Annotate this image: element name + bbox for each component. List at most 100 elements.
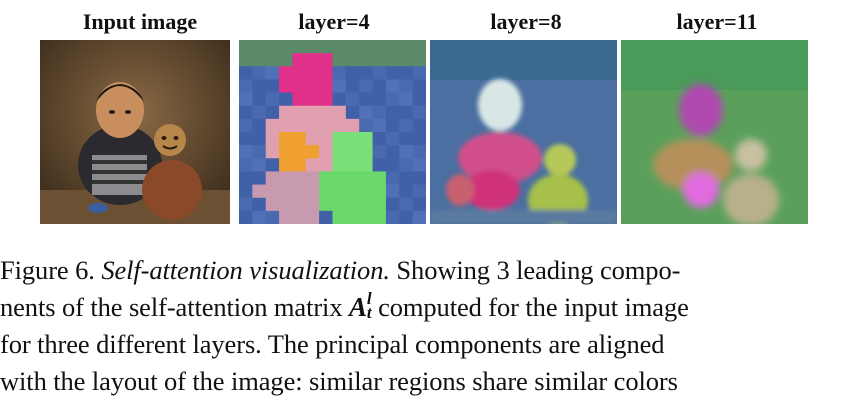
attention-patch xyxy=(239,145,253,159)
attention-patch xyxy=(385,118,400,133)
attention-patch xyxy=(252,40,267,54)
attention-patch xyxy=(265,118,280,133)
attention-patch xyxy=(372,184,387,199)
attention-patch xyxy=(305,158,320,172)
attention-patch xyxy=(372,197,387,212)
attention-patch xyxy=(385,66,400,80)
attention-patch xyxy=(252,79,267,94)
attention-patch xyxy=(292,79,307,94)
attention-patch xyxy=(332,145,347,159)
attention-patch xyxy=(305,92,320,107)
attention-patch xyxy=(399,53,414,67)
attention-patch xyxy=(265,171,280,186)
attention-patch xyxy=(292,92,307,107)
input-image xyxy=(40,40,230,224)
attention-patch xyxy=(399,132,414,146)
title-layer-4: layer=4 xyxy=(298,9,370,34)
attention-patch xyxy=(305,210,320,224)
attention-patch xyxy=(412,184,426,199)
attention-patch xyxy=(319,132,333,146)
attention-patch xyxy=(412,40,426,54)
attention-patch xyxy=(279,53,293,67)
attention-patch xyxy=(319,158,333,172)
attention-patch xyxy=(239,66,253,80)
attention-patch xyxy=(319,40,333,54)
attention-patch xyxy=(252,66,267,80)
attention-patch xyxy=(385,105,400,120)
attention-patch xyxy=(399,66,414,80)
attention-patch xyxy=(412,92,426,107)
attention-patch xyxy=(292,184,307,199)
attention-patch xyxy=(252,53,267,67)
attention-patch xyxy=(292,118,307,133)
attention-patch xyxy=(385,92,400,107)
attention-patch xyxy=(279,197,293,212)
attention-patch xyxy=(332,79,347,94)
attention-patch xyxy=(239,118,253,133)
attention-patch xyxy=(372,92,387,107)
attention-patch xyxy=(412,171,426,186)
attention-patch xyxy=(399,105,414,120)
attention-patch xyxy=(319,171,333,186)
caption-line-1: Figure 6. Self-attention visualization. … xyxy=(0,252,855,289)
attention-patch xyxy=(292,53,307,67)
attention-patch xyxy=(372,158,387,172)
attention-patch xyxy=(279,158,293,172)
attention-patch xyxy=(265,132,280,146)
attention-patch xyxy=(319,184,333,199)
attention-patch xyxy=(332,197,347,212)
attention-patch xyxy=(385,171,400,186)
attention-patch xyxy=(332,132,347,146)
attention-patch xyxy=(372,66,387,80)
attention-patch xyxy=(359,118,374,133)
attention-patch xyxy=(345,53,360,67)
attention-patch xyxy=(332,210,347,224)
attention-patch xyxy=(399,158,414,172)
attention-patch xyxy=(359,210,374,224)
attention-patch xyxy=(372,132,387,146)
attention-patch xyxy=(359,132,374,146)
caption-line-3: for three different layers. The principa… xyxy=(0,329,665,359)
attention-patch xyxy=(292,171,307,186)
attention-patch xyxy=(412,197,426,212)
attention-patch xyxy=(239,171,253,186)
attention-patch xyxy=(279,66,293,80)
attention-patch xyxy=(305,171,320,186)
attention-patch xyxy=(279,118,293,133)
attention-patch xyxy=(332,158,347,172)
attention-patch xyxy=(279,105,293,120)
attention-patch xyxy=(359,158,374,172)
attention-patch xyxy=(345,132,360,146)
attention-patch xyxy=(359,171,374,186)
attention-patch xyxy=(279,184,293,199)
attention-patch xyxy=(319,92,333,107)
attention-patch xyxy=(345,40,360,54)
math-superscript: l xyxy=(366,288,372,308)
attention-patch xyxy=(372,53,387,67)
attention-patch xyxy=(332,40,347,54)
attention-patch xyxy=(319,145,333,159)
attention-patch xyxy=(399,79,414,94)
attention-patch xyxy=(279,79,293,94)
attention-patch xyxy=(399,171,414,186)
attention-patch xyxy=(385,184,400,199)
attention-patch xyxy=(359,66,374,80)
caption-text: computed for the input image xyxy=(371,292,689,322)
attention-patch xyxy=(305,197,320,212)
attention-patch xyxy=(305,105,320,120)
attention-patch xyxy=(239,40,253,54)
attention-patch xyxy=(252,145,267,159)
attention-patch xyxy=(265,184,280,199)
attention-patch xyxy=(345,145,360,159)
attention-patch xyxy=(252,118,267,133)
attention-patch xyxy=(279,145,293,159)
attention-patch xyxy=(399,40,414,54)
attention-patch xyxy=(345,66,360,80)
attention-patch xyxy=(345,184,360,199)
attention-patch xyxy=(265,210,280,224)
attention-patch xyxy=(279,171,293,186)
attention-patch xyxy=(265,79,280,94)
attention-patch xyxy=(319,210,333,224)
attention-patch xyxy=(319,118,333,133)
